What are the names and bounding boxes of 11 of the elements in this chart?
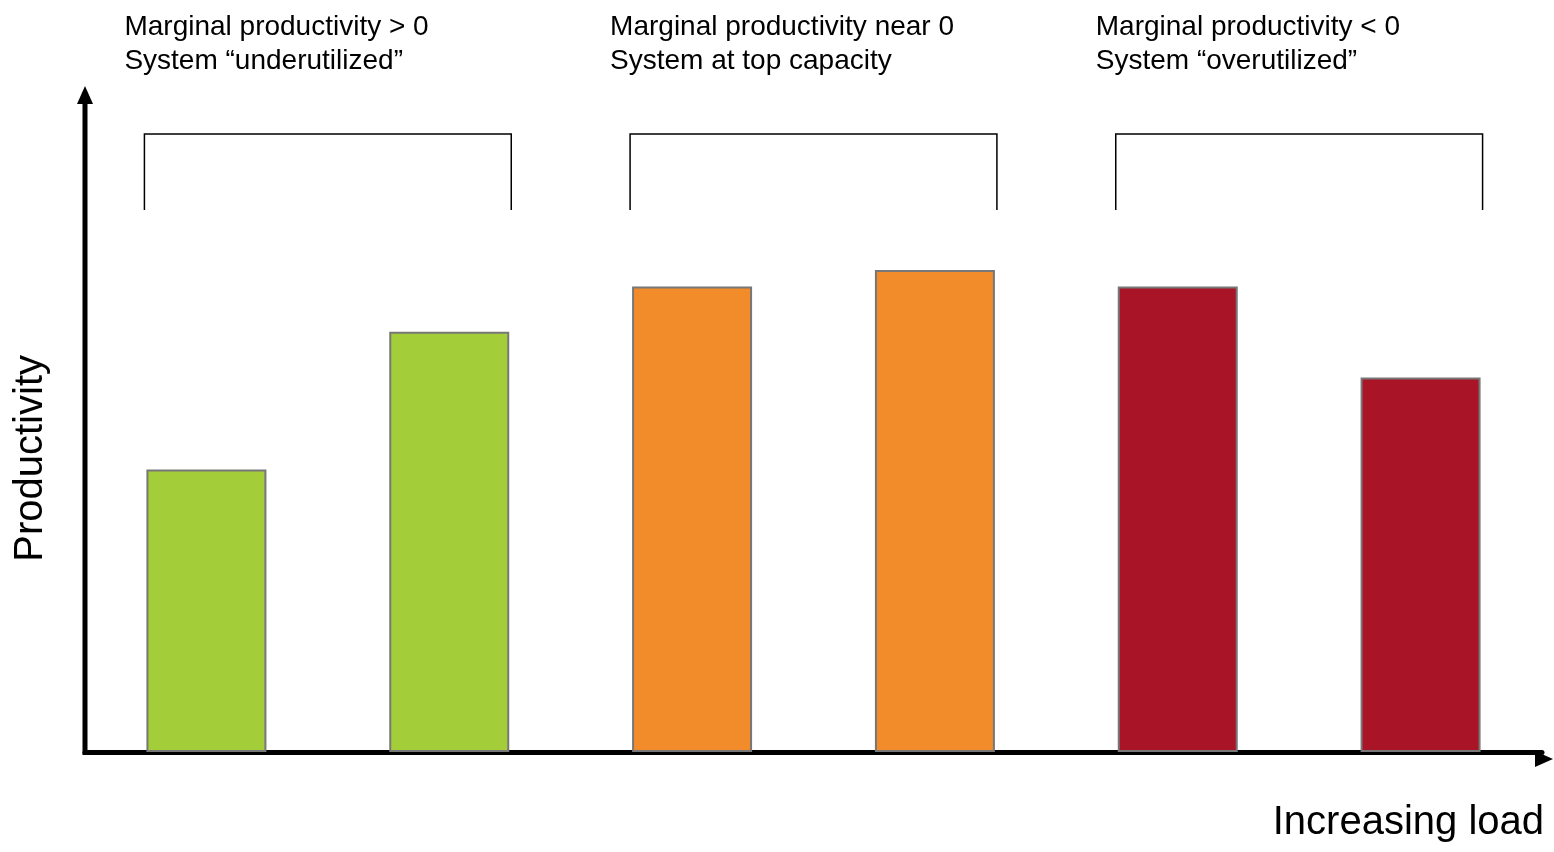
text: Marginal productivity > 0 System “underutilized”: [124, 9, 429, 75]
bar: [389, 331, 510, 752]
bar: [1360, 377, 1481, 752]
bar: [1117, 286, 1238, 752]
y-axis-title: Productivity: [6, 354, 50, 562]
bar: [146, 469, 267, 752]
bar: [632, 286, 753, 752]
x-axis-title: Increasing load: [1272, 798, 1545, 842]
bar: [874, 270, 995, 752]
text: Marginal productivity near 0 System at top capacity: [610, 9, 955, 75]
text: Marginal productivity < 0 System “overutilized”: [1095, 9, 1401, 75]
